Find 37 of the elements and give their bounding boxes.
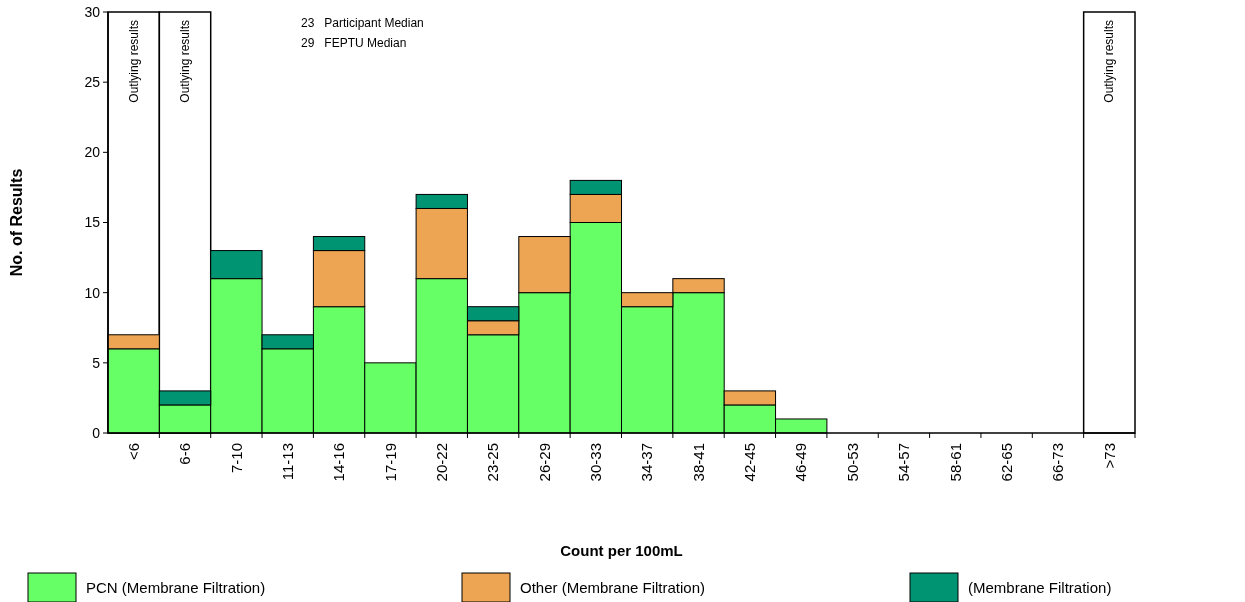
x-tick-label: 26-29 (535, 443, 553, 482)
legend-label: PCN (Membrane Filtration) (86, 579, 266, 597)
y-tick-label: 0 (92, 424, 101, 441)
x-tick-label: 30-33 (587, 443, 605, 482)
y-tick-label: 30 (84, 3, 101, 20)
band-label: Outlying results (1102, 20, 1117, 103)
x-axis-title: Count per 100mL (560, 542, 683, 559)
annotation: 29 FEPTU Median (301, 36, 407, 50)
x-tick-label: >73 (1100, 443, 1118, 469)
x-tick-label: 42-45 (741, 443, 759, 482)
x-tick-label: 11-13 (278, 443, 296, 481)
x-tick-label: 20-22 (433, 443, 451, 482)
annotation: 23 Participant Median (301, 16, 424, 30)
x-tick-label: 23-25 (484, 443, 502, 482)
x-tick-label: 6-6 (176, 443, 194, 465)
x-tick-label: 66-73 (1049, 443, 1067, 482)
y-axis-title: No. of Results (8, 168, 25, 277)
band-label: Outlying results (178, 20, 193, 103)
x-tick-label: 62-65 (997, 443, 1015, 482)
x-tick-label: 17-19 (381, 443, 399, 482)
x-tick-label: 50-53 (843, 443, 861, 482)
x-tick-label: 58-61 (946, 443, 964, 482)
y-tick-label: 20 (84, 144, 101, 161)
band-label: Outlying results (126, 20, 141, 103)
y-tick-label: 15 (84, 214, 101, 231)
y-tick-label: 5 (92, 354, 101, 371)
y-tick-label: 10 (84, 284, 101, 301)
x-tick-label: 34-37 (638, 443, 656, 482)
x-tick-label: <6 (124, 443, 142, 461)
x-tick-label: 54-57 (895, 443, 913, 482)
legend-label: Other (Membrane Filtration) (520, 579, 706, 597)
x-tick-label: 46-49 (792, 443, 810, 482)
x-tick-label: 14-16 (330, 443, 348, 482)
y-tick-label: 25 (84, 74, 101, 91)
x-tick-label: 7-10 (227, 443, 245, 474)
x-tick-label: 38-41 (689, 443, 707, 482)
legend-label: (Membrane Filtration) (968, 579, 1112, 597)
